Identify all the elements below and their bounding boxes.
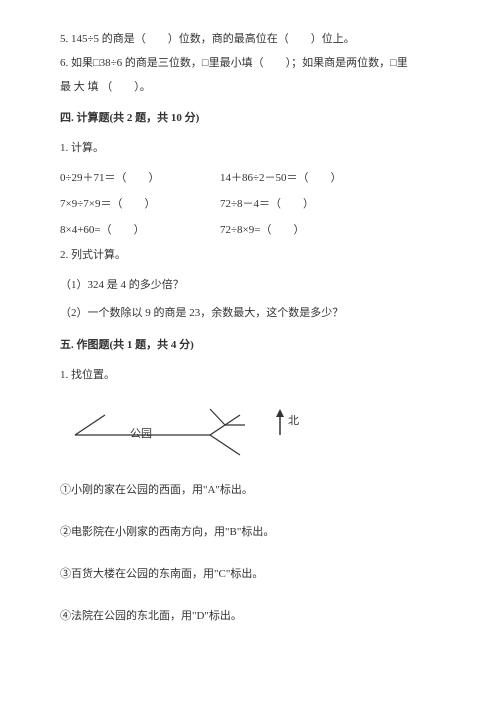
calc-1-right: 14＋86÷2－50＝（ ） xyxy=(220,169,440,189)
calc-1-left: 0÷29＋71＝（ ） xyxy=(60,169,220,189)
question-6-line1: 6. 如果□38÷6 的商是三位数，□里最小填（ ）；如果商是两位数，□里 xyxy=(60,54,440,74)
question-5: 5. 145÷5 的商是（ ）位数，商的最高位在（ ）位上。 xyxy=(60,30,440,50)
north-label: 北 xyxy=(288,412,299,432)
section-4-header: 四. 计算题(共 2 题，共 10 分) xyxy=(60,109,440,129)
park-diagram-svg xyxy=(60,397,320,467)
question-6-line2: 最 大 填 （ ）。 xyxy=(60,78,440,98)
section-4-q2-2: （2）一个数除以 9 的商是 23，余数最大，这个数是多少？ xyxy=(60,304,440,324)
park-label: 公园 xyxy=(130,425,152,445)
section-5-q1: 1. 找位置。 xyxy=(60,366,440,386)
figure-diagram: 公园 北 xyxy=(60,397,440,467)
calc-row-1: 0÷29＋71＝（ ） 14＋86÷2－50＝（ ） xyxy=(60,169,440,189)
direction-3: ③百货大楼在公园的东南面，用"C"标出。 xyxy=(60,565,440,585)
section-4-q2: 2. 列式计算。 xyxy=(60,246,440,266)
calc-row-2: 7×9÷7×9＝（ ） 72÷8－4＝（ ） xyxy=(60,195,440,215)
direction-4: ④法院在公园的东北面，用"D"标出。 xyxy=(60,607,440,627)
direction-2: ②电影院在小刚家的西南方向，用"B"标出。 xyxy=(60,523,440,543)
direction-1: ①小刚的家在公园的西面，用"A"标出。 xyxy=(60,481,440,501)
section-4-q1: 1. 计算。 xyxy=(60,139,440,159)
calc-row-3: 8×4+60=（ ） 72÷8×9=（ ） xyxy=(60,221,440,241)
calc-2-left: 7×9÷7×9＝（ ） xyxy=(60,195,220,215)
calc-3-right: 72÷8×9=（ ） xyxy=(220,221,440,241)
section-4-q2-1: （1）324 是 4 的多少倍？ xyxy=(60,276,440,296)
calc-3-left: 8×4+60=（ ） xyxy=(60,221,220,241)
section-5-header: 五. 作图题(共 1 题，共 4 分) xyxy=(60,336,440,356)
calc-2-right: 72÷8－4＝（ ） xyxy=(220,195,440,215)
